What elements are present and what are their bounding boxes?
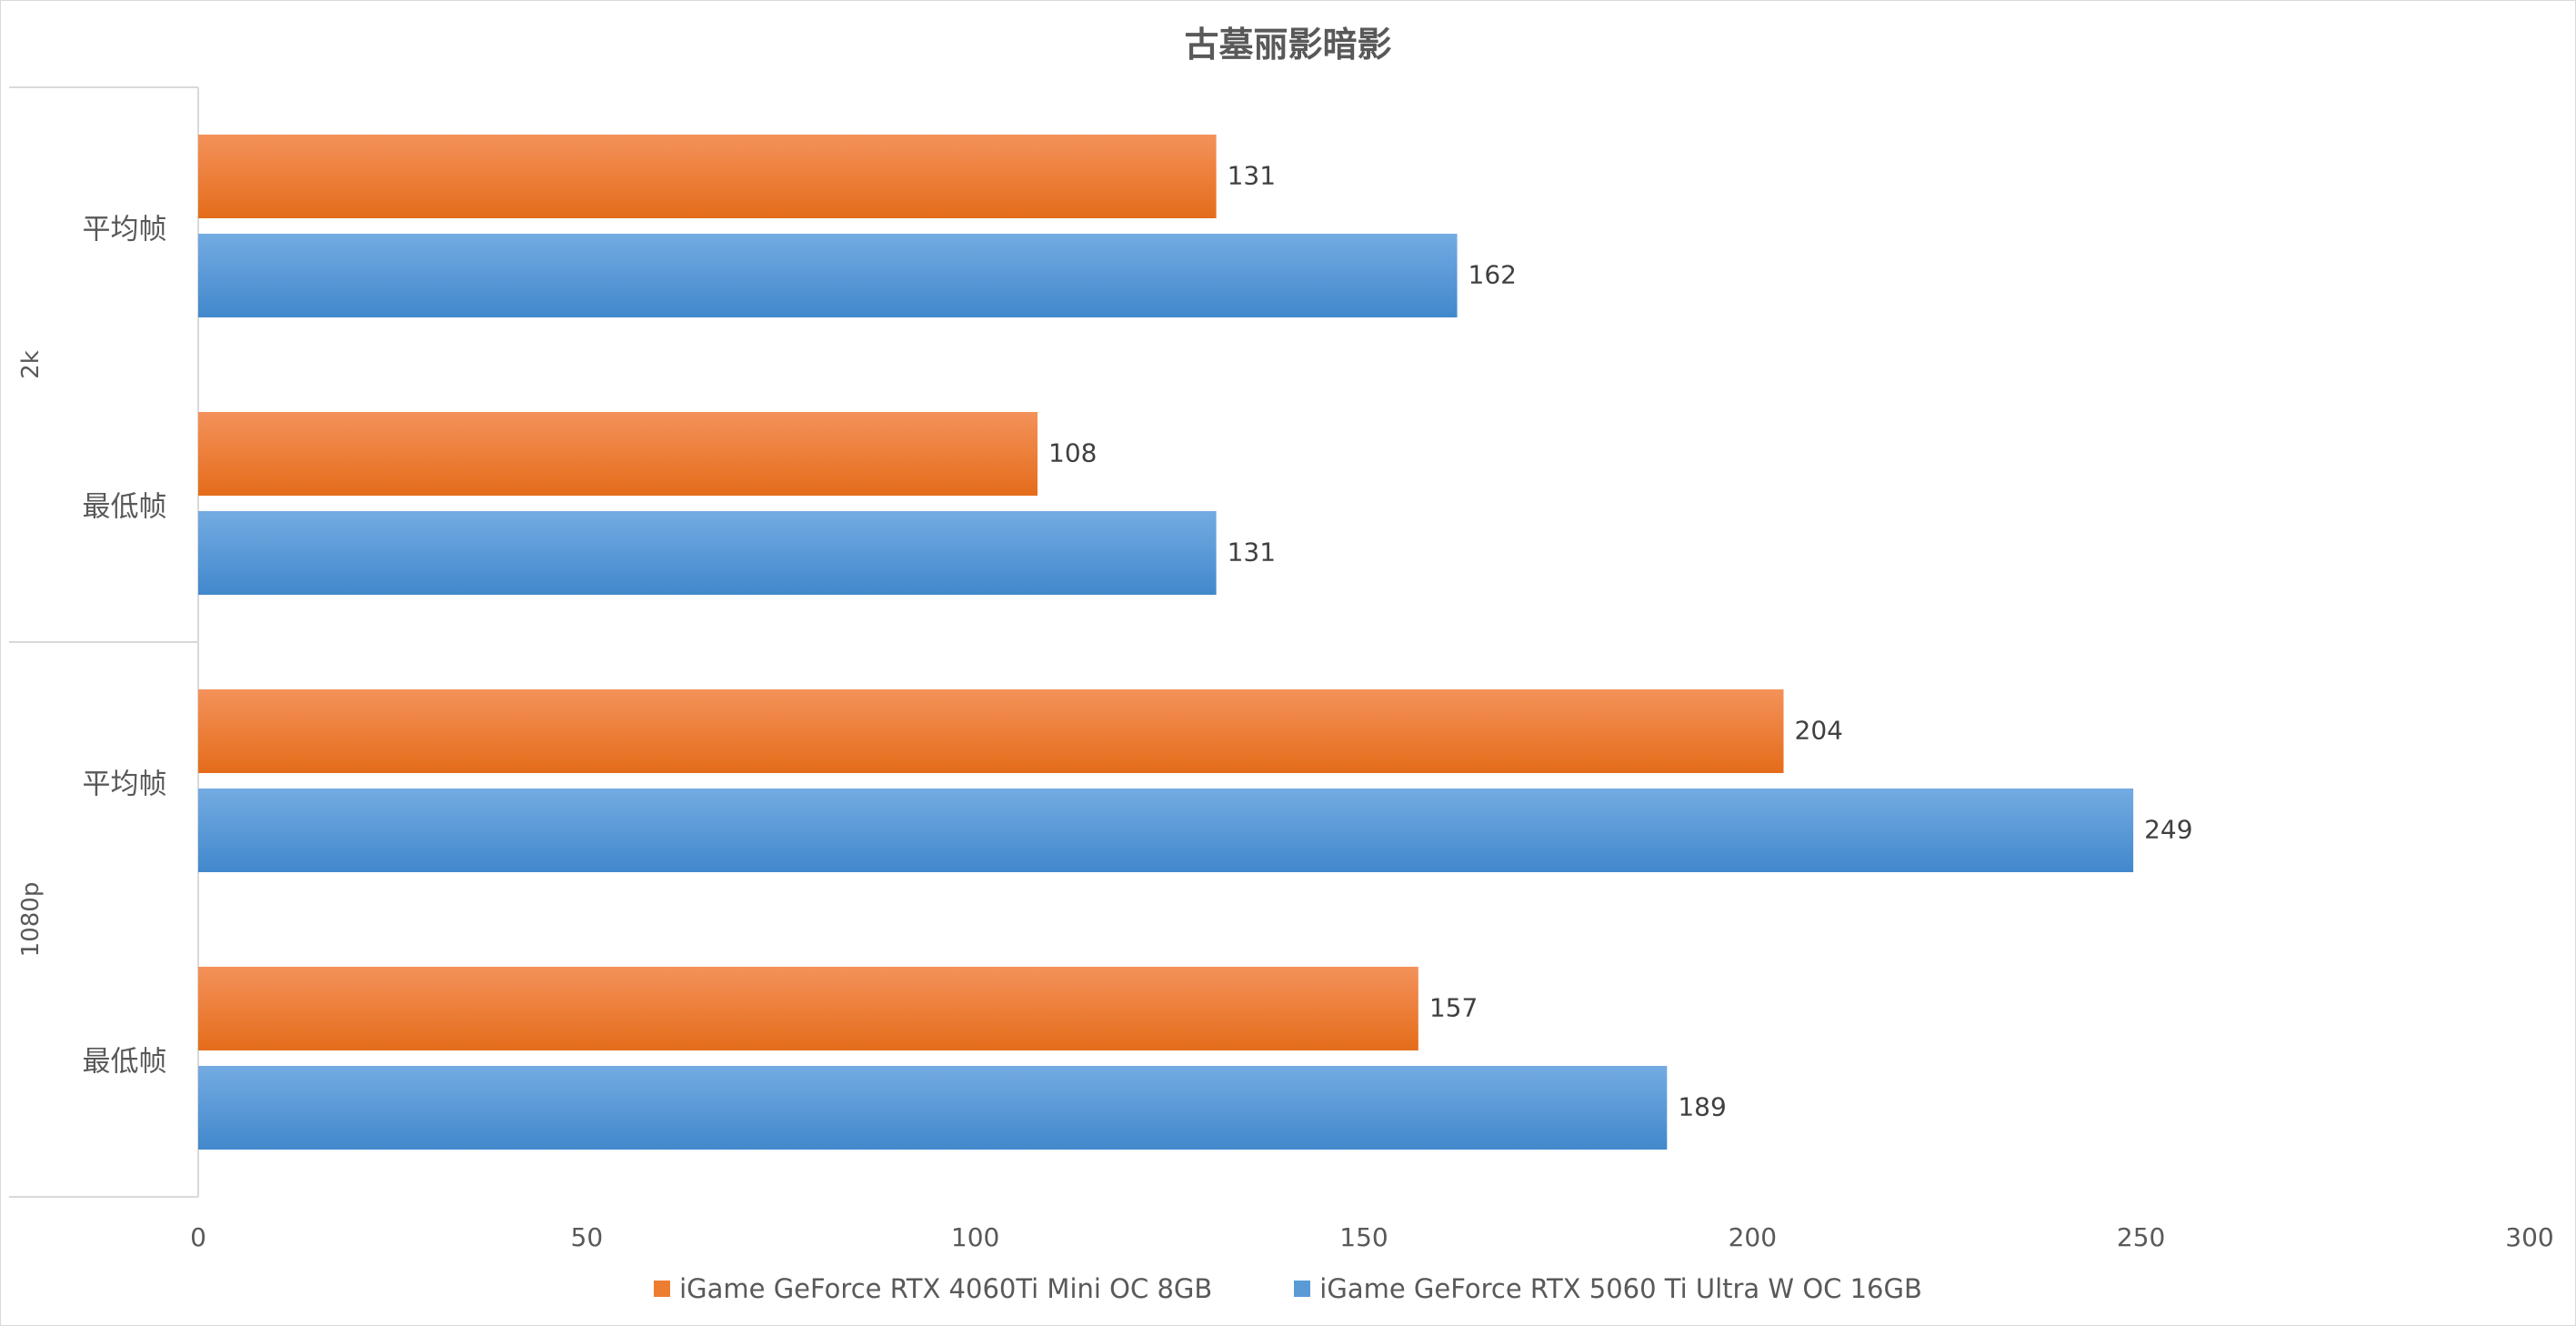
data-label-series-2: 162 xyxy=(1468,259,1517,290)
legend: iGame GeForce RTX 4060Ti Mini OC 8GB iGa… xyxy=(0,1273,2576,1304)
bar-series-1 xyxy=(198,412,1038,496)
bar-series-1 xyxy=(198,689,1784,773)
legend-swatch-series-2 xyxy=(1294,1281,1311,1297)
bar-series-2 xyxy=(198,234,1458,317)
data-label-series-1: 157 xyxy=(1428,992,1478,1023)
x-tick-label: 250 xyxy=(2116,1222,2166,1252)
x-tick-label: 100 xyxy=(950,1222,1000,1252)
bar-series-1 xyxy=(198,135,1217,218)
group-label-2k: 2k xyxy=(17,350,45,379)
x-tick-label: 200 xyxy=(1728,1222,1778,1252)
x-tick-label: 0 xyxy=(190,1222,206,1252)
data-label-series-1: 108 xyxy=(1048,437,1098,468)
data-label-series-2: 189 xyxy=(1678,1091,1727,1122)
legend-item-series-2: iGame GeForce RTX 5060 Ti Ultra W OC 16G… xyxy=(1294,1273,1922,1304)
category-label: 最低帧 xyxy=(82,1045,167,1078)
data-label-series-1: 204 xyxy=(1794,715,1843,746)
category-label: 最低帧 xyxy=(82,490,167,523)
data-label-series-1: 131 xyxy=(1227,160,1277,191)
bar-series-2 xyxy=(198,789,2134,872)
x-tick-label: 50 xyxy=(570,1222,604,1252)
data-label-series-2: 131 xyxy=(1227,537,1277,568)
x-tick-label: 150 xyxy=(1339,1222,1388,1252)
x-tick-label: 300 xyxy=(2505,1222,2554,1252)
chart-title: 古墓丽影暗影 xyxy=(1184,25,1392,65)
group-label-1080p: 1080p xyxy=(17,881,45,958)
legend-label-series-1: iGame GeForce RTX 4060Ti Mini OC 8GB xyxy=(679,1273,1213,1304)
bar-series-2 xyxy=(198,1066,1668,1150)
data-label-series-2: 249 xyxy=(2144,814,2193,845)
category-label: 平均帧 xyxy=(82,213,167,246)
bar-series-2 xyxy=(198,511,1217,595)
legend-swatch-series-1 xyxy=(654,1281,671,1297)
bar-series-1 xyxy=(198,967,1418,1050)
legend-item-series-1: iGame GeForce RTX 4060Ti Mini OC 8GB xyxy=(654,1273,1212,1304)
legend-label-series-2: iGame GeForce RTX 5060 Ti Ultra W OC 16G… xyxy=(1319,1273,1922,1304)
category-label: 平均帧 xyxy=(82,768,167,800)
